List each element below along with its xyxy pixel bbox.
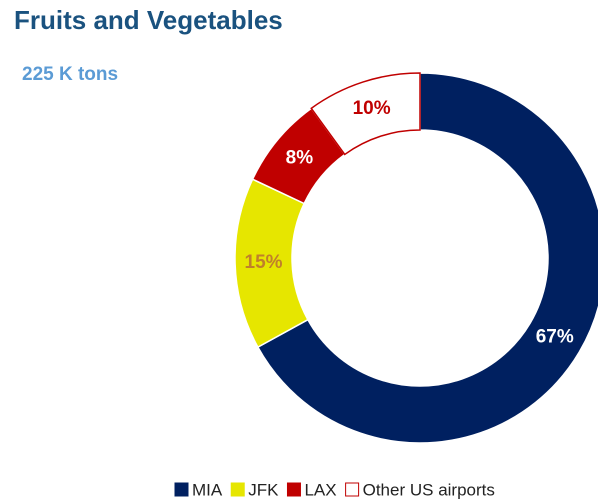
legend-label: Other US airports xyxy=(363,480,495,499)
legend-swatch xyxy=(174,482,189,497)
legend-label: LAX xyxy=(304,480,336,499)
legend-label: MIA xyxy=(192,480,223,499)
data-label: 67% xyxy=(536,327,574,348)
legend-swatch xyxy=(230,482,245,497)
data-label: 10% xyxy=(353,98,391,119)
data-label: 15% xyxy=(245,252,283,273)
data-label: 8% xyxy=(286,147,314,168)
legend-swatch xyxy=(286,482,301,497)
legend-label: JFK xyxy=(248,480,279,499)
chart-title: Fruits and Vegetables xyxy=(14,5,283,35)
donut-slice xyxy=(310,72,421,156)
legend-swatch xyxy=(345,482,360,497)
chart-subtitle: 225 K tons xyxy=(22,64,118,85)
